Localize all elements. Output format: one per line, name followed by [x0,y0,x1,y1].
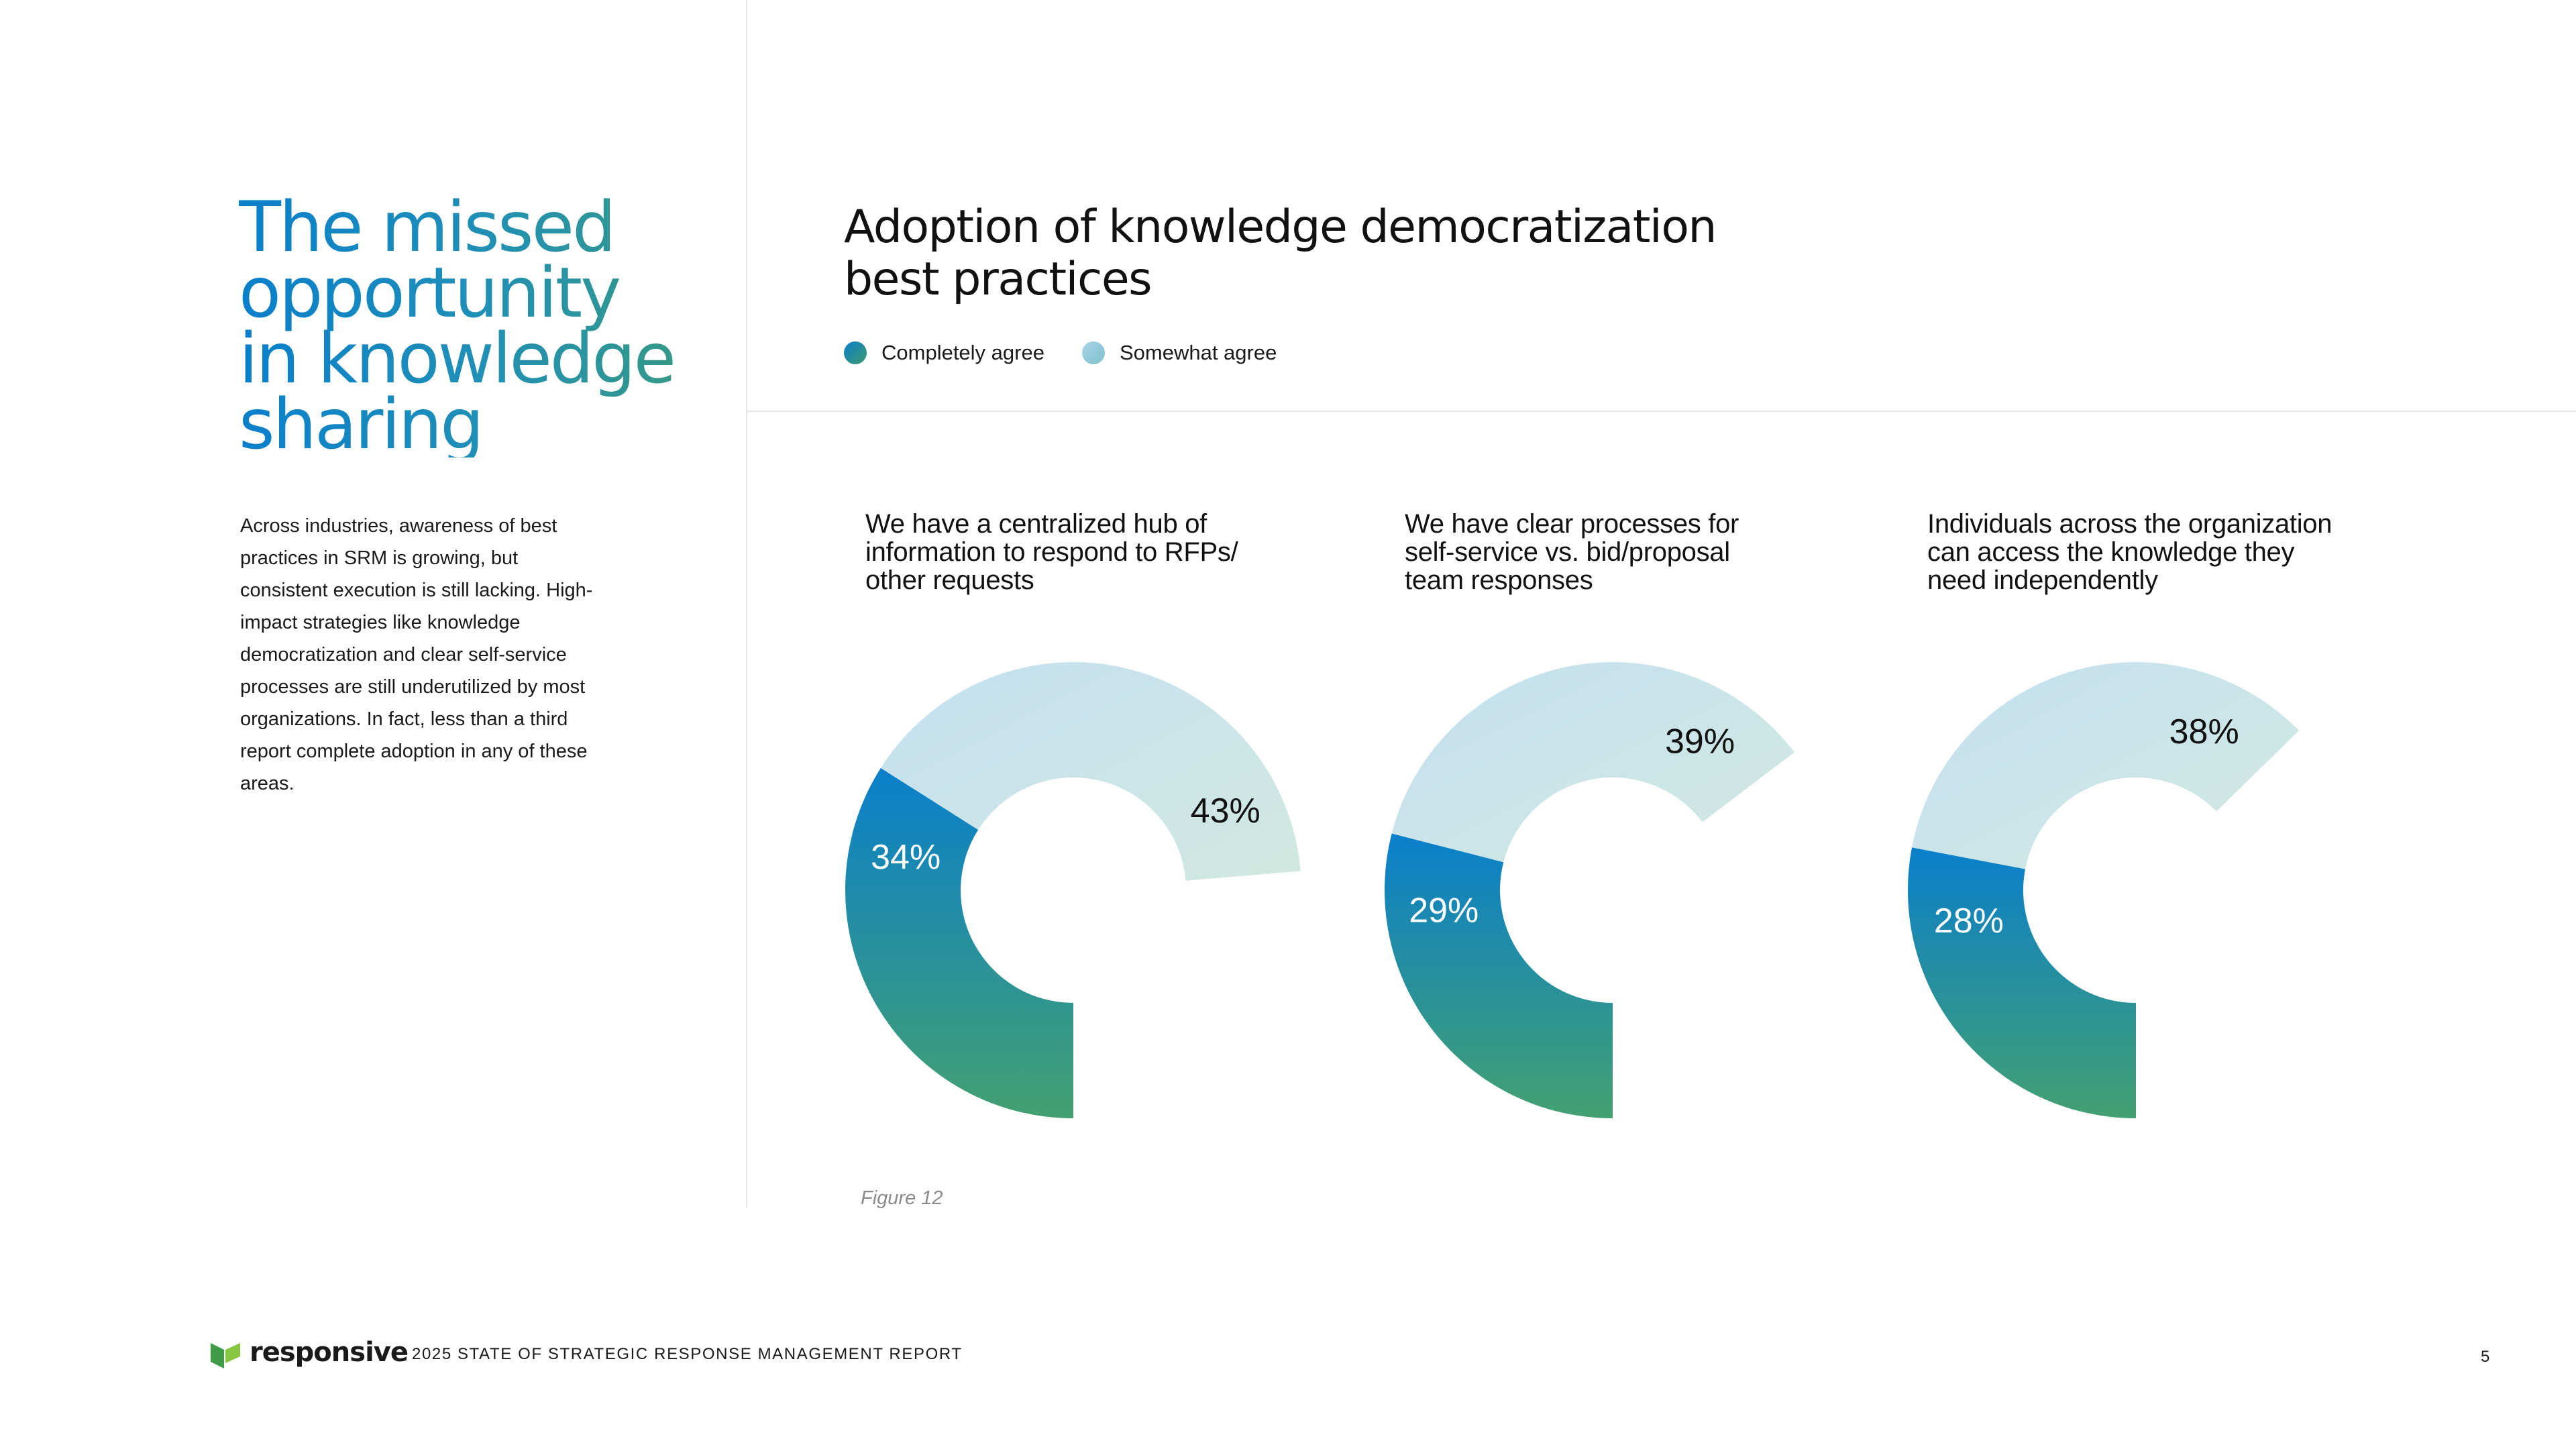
completely-agree-segment [845,767,1073,1118]
page-title: The missed opportunity in knowledge shar… [239,195,749,458]
somewhat-agree-segment [1912,662,2299,869]
chart-legend: Completely agree Somewhat agree [844,341,1277,365]
chart-title: Adoption of knowledge democratization be… [844,201,1717,306]
horizontal-divider [747,411,2576,412]
intro-paragraph: Across industries, awareness of best pra… [240,515,593,794]
page-title-line: opportunity [239,253,620,333]
page-title-line: in knowledge [239,319,674,399]
legend-label: Somewhat agree [1119,341,1277,364]
somewhat-agree-segment [1391,662,1794,863]
legend-item-completely-agree: Completely agree [844,341,1044,365]
donut-label-independent-access: Individuals across the organization can … [1927,509,2332,595]
page-number: 5 [2481,1348,2490,1366]
vertical-divider [746,0,747,1208]
figure-caption: Figure 12 [861,1187,943,1209]
somewhat-agree-swatch-icon [1081,341,1105,364]
brand-name: responsive [250,1337,409,1368]
somewhat-agree-value-label: 43% [1191,792,1260,830]
completely-agree-segment [1907,847,2136,1118]
completely-agree-swatch-icon [844,341,867,364]
legend-label: Completely agree [881,341,1044,364]
somewhat-agree-value-label: 39% [1665,722,1735,761]
donut-label-centralized-hub: We have a centralized hub of information… [865,509,1238,595]
page-title-line: sharing [239,384,482,465]
somewhat-agree-value-label: 38% [2169,712,2239,751]
completely-agree-segment [1385,833,1613,1118]
completely-agree-value-label: 29% [1409,891,1479,930]
completely-agree-value-label: 28% [1934,902,2004,941]
responsive-logo-icon [211,1343,240,1368]
completely-agree-value-label: 34% [871,838,941,877]
page-title-line: The missed [239,187,614,268]
somewhat-agree-segment [880,661,1301,881]
report-name: 2025 STATE OF STRATEGIC RESPONSE MANAGEM… [412,1345,963,1363]
donut-label-clear-processes: We have clear processes for self-service… [1405,509,1739,595]
legend-item-somewhat-agree: Somewhat agree [1081,341,1277,365]
